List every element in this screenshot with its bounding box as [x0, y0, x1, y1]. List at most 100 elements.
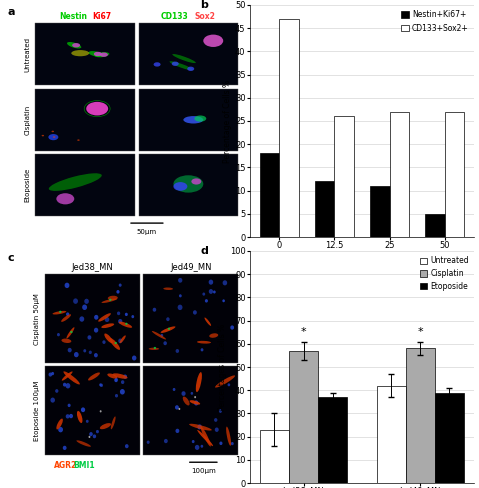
Ellipse shape: [111, 416, 115, 429]
Text: Cisplatin 50μM: Cisplatin 50μM: [34, 293, 40, 345]
Legend: Nestin+Ki67+, CD133+Sox2+: Nestin+Ki67+, CD133+Sox2+: [400, 9, 470, 34]
Text: Etoposide: Etoposide: [25, 168, 31, 203]
Ellipse shape: [113, 373, 127, 379]
Ellipse shape: [194, 401, 198, 406]
Ellipse shape: [168, 327, 170, 330]
Ellipse shape: [82, 305, 87, 310]
Ellipse shape: [77, 411, 82, 423]
Ellipse shape: [214, 418, 217, 422]
Text: BMI1: BMI1: [73, 461, 95, 470]
Ellipse shape: [228, 383, 230, 386]
Ellipse shape: [121, 380, 125, 384]
Ellipse shape: [131, 315, 134, 318]
Text: a: a: [7, 7, 15, 17]
Text: 50μm: 50μm: [137, 229, 157, 235]
Ellipse shape: [80, 316, 84, 322]
Ellipse shape: [72, 43, 80, 47]
Ellipse shape: [48, 372, 52, 377]
Ellipse shape: [77, 440, 91, 447]
Ellipse shape: [153, 308, 156, 312]
Ellipse shape: [205, 318, 211, 326]
Ellipse shape: [175, 405, 179, 409]
Ellipse shape: [66, 383, 70, 388]
Ellipse shape: [191, 392, 193, 395]
Ellipse shape: [88, 335, 91, 340]
Ellipse shape: [226, 427, 231, 446]
Ellipse shape: [98, 313, 111, 322]
Ellipse shape: [189, 424, 212, 430]
Text: Etoposide 100μM: Etoposide 100μM: [34, 381, 40, 441]
Bar: [143, 274, 238, 363]
Ellipse shape: [57, 193, 74, 204]
Ellipse shape: [61, 314, 71, 322]
Ellipse shape: [152, 331, 166, 340]
Ellipse shape: [197, 425, 202, 429]
Ellipse shape: [50, 398, 55, 403]
Ellipse shape: [147, 441, 149, 444]
Ellipse shape: [114, 342, 117, 344]
Ellipse shape: [94, 52, 102, 56]
Ellipse shape: [51, 372, 54, 375]
Ellipse shape: [83, 349, 86, 352]
Ellipse shape: [118, 339, 122, 343]
Text: d: d: [200, 246, 208, 256]
Ellipse shape: [194, 396, 196, 398]
Ellipse shape: [63, 383, 66, 386]
Text: *: *: [301, 327, 307, 337]
Ellipse shape: [194, 116, 206, 122]
Ellipse shape: [110, 338, 120, 350]
Ellipse shape: [109, 299, 112, 301]
Bar: [35, 89, 135, 151]
Ellipse shape: [115, 377, 117, 381]
Ellipse shape: [132, 356, 137, 361]
Ellipse shape: [107, 373, 117, 379]
Ellipse shape: [81, 407, 85, 412]
Bar: [260, 430, 289, 483]
Ellipse shape: [108, 296, 118, 300]
Y-axis label: Percentages of Cells %: Percentages of Cells %: [218, 324, 227, 410]
Bar: [45, 366, 140, 455]
Ellipse shape: [195, 445, 199, 450]
Ellipse shape: [89, 51, 103, 57]
Ellipse shape: [66, 414, 69, 419]
Ellipse shape: [209, 280, 213, 285]
Ellipse shape: [190, 400, 200, 405]
Ellipse shape: [86, 420, 89, 423]
Ellipse shape: [94, 52, 109, 57]
Ellipse shape: [84, 299, 89, 304]
Ellipse shape: [230, 325, 234, 330]
Ellipse shape: [219, 442, 222, 445]
Bar: [376, 386, 406, 483]
Bar: [425, 214, 445, 237]
Ellipse shape: [119, 284, 122, 287]
Ellipse shape: [173, 182, 187, 191]
Text: Ki67: Ki67: [92, 12, 111, 21]
Ellipse shape: [148, 347, 159, 350]
Bar: [334, 116, 354, 237]
Ellipse shape: [173, 175, 203, 193]
Text: *: *: [418, 327, 423, 337]
Ellipse shape: [164, 439, 168, 443]
Ellipse shape: [66, 312, 69, 316]
Ellipse shape: [103, 340, 105, 344]
Text: Sox2: Sox2: [194, 12, 215, 21]
Ellipse shape: [74, 352, 79, 357]
Text: AGR2: AGR2: [54, 461, 78, 470]
Bar: [389, 112, 409, 237]
Text: 100μm: 100μm: [191, 468, 216, 474]
Ellipse shape: [53, 311, 66, 314]
Ellipse shape: [94, 328, 98, 333]
Bar: [315, 182, 334, 237]
Bar: [370, 186, 389, 237]
Text: Untreated: Untreated: [25, 37, 31, 72]
Ellipse shape: [96, 430, 99, 433]
Ellipse shape: [178, 305, 182, 310]
Ellipse shape: [125, 444, 128, 448]
Ellipse shape: [219, 409, 222, 413]
Ellipse shape: [114, 378, 118, 382]
Ellipse shape: [209, 289, 213, 294]
Ellipse shape: [183, 397, 190, 406]
Ellipse shape: [57, 419, 63, 429]
Ellipse shape: [48, 134, 58, 140]
Ellipse shape: [67, 327, 74, 339]
